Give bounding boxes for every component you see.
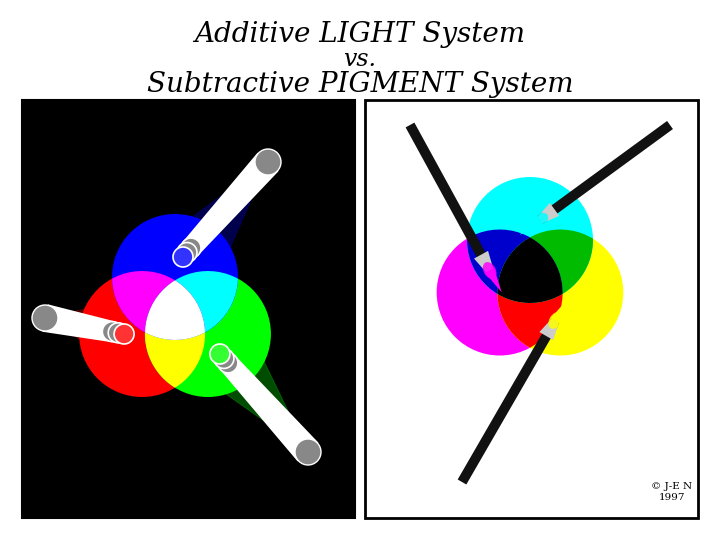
- Polygon shape: [45, 294, 148, 374]
- Circle shape: [114, 324, 134, 344]
- Polygon shape: [539, 319, 559, 340]
- Circle shape: [498, 230, 624, 355]
- Circle shape: [295, 439, 321, 465]
- Circle shape: [32, 305, 58, 331]
- Polygon shape: [537, 121, 673, 224]
- Circle shape: [177, 242, 197, 262]
- Circle shape: [79, 271, 205, 397]
- Polygon shape: [520, 216, 543, 235]
- Polygon shape: [405, 123, 494, 273]
- Polygon shape: [112, 271, 175, 333]
- Circle shape: [437, 230, 563, 355]
- Polygon shape: [551, 299, 568, 323]
- Polygon shape: [530, 230, 593, 294]
- Polygon shape: [145, 280, 205, 340]
- Circle shape: [181, 238, 201, 258]
- Polygon shape: [498, 294, 562, 348]
- Circle shape: [145, 271, 271, 397]
- Bar: [365, 100, 698, 518]
- Polygon shape: [474, 251, 493, 272]
- Polygon shape: [145, 333, 205, 388]
- Circle shape: [173, 247, 193, 267]
- Ellipse shape: [483, 262, 497, 279]
- Circle shape: [112, 214, 238, 340]
- Polygon shape: [176, 153, 279, 264]
- Circle shape: [214, 348, 234, 368]
- Polygon shape: [212, 347, 318, 461]
- Polygon shape: [538, 203, 559, 223]
- Polygon shape: [175, 271, 238, 333]
- Polygon shape: [458, 318, 559, 484]
- Polygon shape: [467, 230, 530, 294]
- Circle shape: [210, 344, 230, 364]
- Text: Additive LIGHT System: Additive LIGHT System: [194, 22, 526, 49]
- Polygon shape: [144, 162, 268, 302]
- Circle shape: [467, 177, 593, 303]
- Polygon shape: [498, 237, 563, 303]
- Polygon shape: [177, 308, 308, 452]
- Text: vs.: vs.: [343, 49, 377, 71]
- Ellipse shape: [532, 213, 548, 227]
- Bar: [22, 100, 355, 518]
- Circle shape: [255, 149, 281, 175]
- Circle shape: [218, 353, 238, 373]
- Circle shape: [102, 322, 122, 342]
- Text: © J-E N
1997: © J-E N 1997: [652, 482, 693, 502]
- Polygon shape: [42, 304, 126, 344]
- Ellipse shape: [549, 312, 562, 329]
- Circle shape: [108, 323, 128, 343]
- Polygon shape: [485, 268, 502, 293]
- Text: Subtractive PIGMENT System: Subtractive PIGMENT System: [147, 71, 573, 98]
